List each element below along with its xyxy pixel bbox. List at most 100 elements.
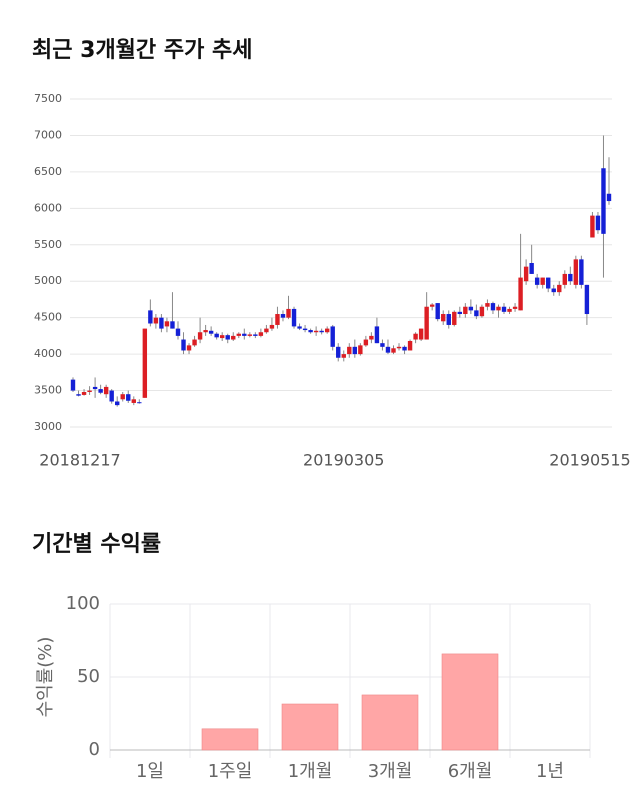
candle-body [170, 321, 175, 329]
candle-body [501, 306, 507, 312]
candle-body [76, 394, 81, 396]
candle-body [253, 334, 258, 336]
candle-body [336, 346, 341, 358]
candle-body [81, 392, 87, 395]
candle-body [463, 306, 468, 315]
candle-body [269, 324, 275, 329]
y-tick-label: 100 [66, 593, 100, 614]
candle-body [275, 314, 280, 325]
bar [441, 653, 499, 751]
candle-body [291, 308, 297, 327]
candle-body [606, 193, 612, 202]
candle-body [280, 314, 286, 318]
bar [281, 703, 339, 751]
candle-body [302, 328, 308, 331]
candle-body [446, 314, 451, 325]
candle-body [540, 277, 545, 285]
chart-title: 기간별 수익률 [32, 532, 161, 557]
candle-body [424, 306, 429, 340]
x-tick-label: 6개월 [448, 761, 493, 782]
x-tick-label: 1개월 [288, 761, 333, 782]
y-tick-label: 4000 [34, 347, 62, 360]
candle-body [396, 346, 402, 349]
candle-body [231, 335, 236, 340]
x-tick-label: 3개월 [368, 761, 413, 782]
chart-title: 최근 3개월간 주가 추세 [32, 38, 252, 63]
candle-body [568, 273, 573, 282]
x-tick-label: 20190305 [303, 451, 384, 470]
candle-body [203, 330, 208, 333]
candle-body [153, 317, 159, 324]
candle-body [109, 390, 114, 402]
candle-body [258, 332, 264, 336]
x-tick-label: 1년 [536, 761, 564, 782]
x-tick-label: 20190515 [549, 451, 630, 470]
candle-body [219, 335, 225, 339]
x-tick-label: 1일 [136, 761, 164, 782]
candle-body [551, 288, 556, 293]
candle-body [479, 306, 485, 317]
candle-body [164, 321, 170, 327]
candle-body [546, 277, 551, 289]
candle-body [496, 306, 501, 311]
candle-body [435, 303, 440, 320]
candle-body [126, 394, 131, 401]
candle-body [208, 330, 214, 334]
y-tick-label: 50 [77, 666, 100, 687]
candle-body [148, 310, 153, 324]
candle-body [236, 333, 241, 336]
candle-body [468, 306, 474, 311]
candle-body [115, 401, 120, 406]
candle-body [562, 273, 567, 285]
candle-body [529, 263, 534, 274]
candle-body [242, 333, 247, 336]
y-tick-label: 3500 [34, 384, 62, 397]
candle-body [308, 330, 313, 333]
candle-body [457, 311, 463, 315]
candle-body [385, 346, 391, 353]
candle-body [507, 308, 512, 312]
candle-body [103, 386, 109, 395]
candle-body [131, 399, 136, 403]
candle-body [413, 333, 418, 340]
candle-body [87, 390, 92, 393]
candle-body [523, 266, 529, 282]
y-tick-label: 3000 [34, 420, 62, 433]
candle-body [485, 303, 490, 307]
candle-body [347, 346, 352, 355]
candle-body [601, 168, 606, 234]
candle-body [573, 259, 579, 285]
bar [361, 694, 419, 751]
candle-body [391, 348, 396, 353]
candle-body [512, 306, 518, 309]
candle-body [429, 304, 435, 307]
y-tick-label: 6000 [34, 201, 62, 214]
candle-body [452, 311, 457, 325]
candle-body [341, 354, 346, 358]
candle-body [214, 333, 219, 338]
candle-body [534, 277, 540, 285]
y-tick-label: 5000 [34, 274, 62, 287]
y-axis-label: 수익률(%) [35, 637, 56, 718]
y-tick-label: 0 [89, 739, 100, 760]
candle-body [330, 326, 335, 347]
candle-body [192, 339, 197, 346]
candle-body [374, 326, 380, 344]
candle-body [557, 284, 562, 293]
candle-body [225, 335, 230, 340]
candle-body [380, 343, 385, 347]
candle-body [319, 330, 324, 333]
candle-body [474, 310, 479, 317]
candle-body [490, 303, 496, 311]
candle-body [352, 346, 358, 355]
y-tick-label: 5500 [34, 238, 62, 251]
candle-body [369, 335, 374, 340]
candle-body [186, 345, 192, 351]
candle-body [324, 328, 330, 333]
candle-body [175, 328, 181, 336]
candle-body [358, 345, 363, 355]
y-tick-label: 6500 [34, 165, 62, 178]
candle-body [98, 389, 103, 393]
x-tick-label: 1주일 [208, 761, 253, 782]
candle-body [590, 215, 595, 238]
